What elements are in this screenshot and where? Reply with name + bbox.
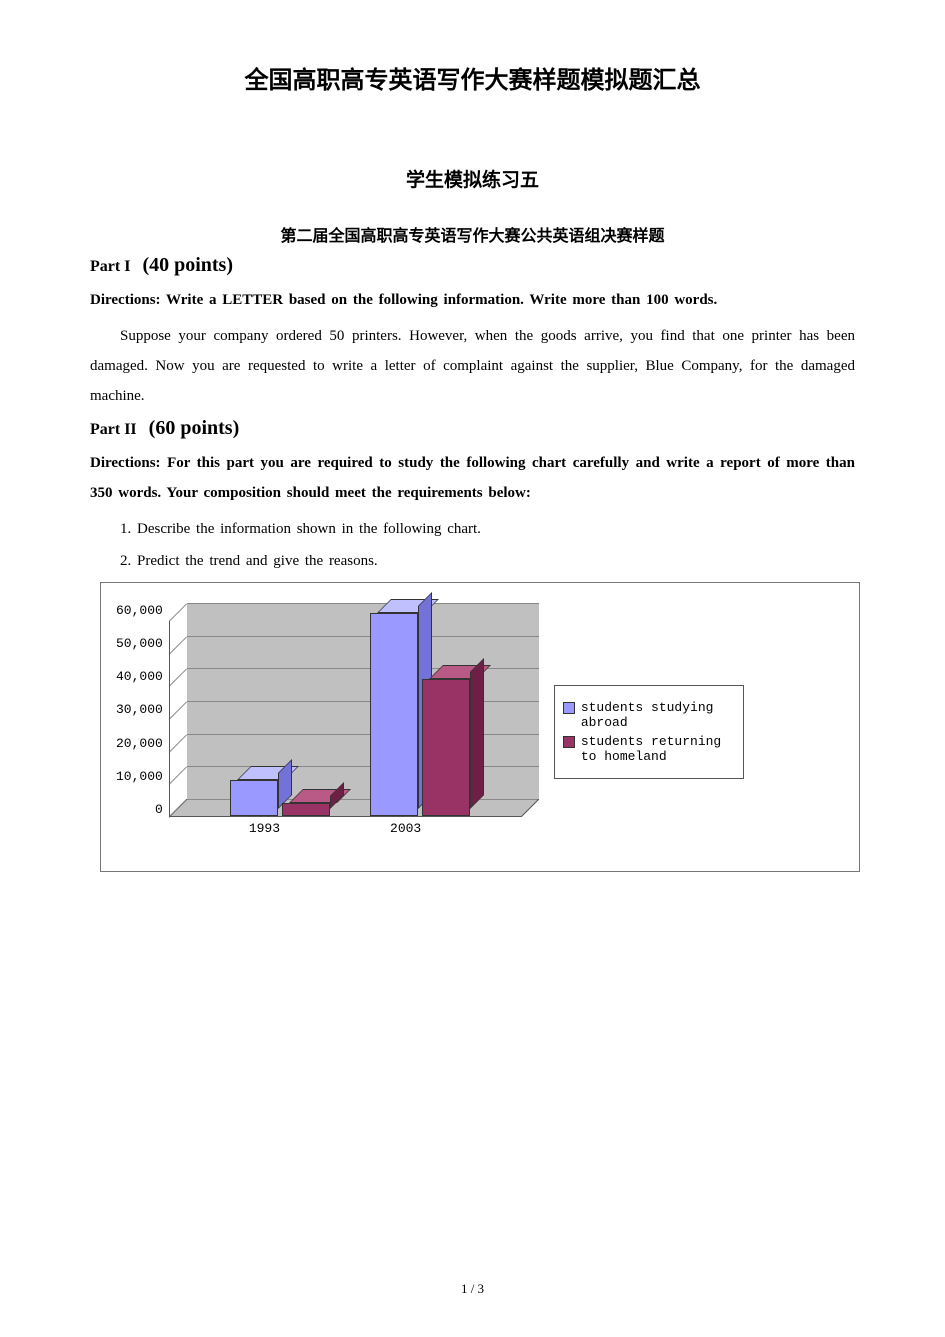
xtick-label: 2003 bbox=[390, 821, 421, 836]
part1-body: Suppose your company ordered 50 printers… bbox=[90, 321, 855, 411]
chart-plot-area: 60,000 50,000 40,000 30,000 20,000 10,00… bbox=[116, 603, 539, 861]
bar bbox=[282, 789, 344, 816]
part2-points: (60 points) bbox=[149, 417, 240, 439]
legend-swatch bbox=[563, 702, 575, 714]
third-title: 第二届全国高职高专英语写作大赛公共英语组决赛样题 bbox=[90, 222, 855, 246]
main-title: 全国高职高专英语写作大赛样题模拟题汇总 bbox=[90, 60, 855, 95]
ytick-label: 50,000 bbox=[116, 636, 163, 651]
part1-label: Part I bbox=[90, 258, 130, 275]
ytick-label: 20,000 bbox=[116, 736, 163, 751]
legend-label: students returning to homeland bbox=[581, 734, 735, 764]
page-number: 1 / 3 bbox=[0, 1281, 945, 1297]
ytick-label: 40,000 bbox=[116, 669, 163, 684]
part1-points: (40 points) bbox=[142, 254, 233, 276]
part2-header: Part II (60 points) bbox=[90, 417, 855, 440]
part2-directions: Directions: For this part you are requir… bbox=[90, 448, 855, 508]
legend: students studying abroad students return… bbox=[554, 685, 744, 779]
part2-item1: 1. Describe the information shown in the… bbox=[90, 514, 855, 544]
part2-item2: 2. Predict the trend and give the reason… bbox=[90, 546, 855, 576]
plot-front bbox=[169, 621, 521, 817]
y-axis: 60,000 50,000 40,000 30,000 20,000 10,00… bbox=[116, 603, 169, 817]
xtick-label: 1993 bbox=[249, 821, 280, 836]
legend-swatch bbox=[563, 736, 575, 748]
x-axis: 1993 2003 bbox=[169, 817, 539, 836]
chart-container: 60,000 50,000 40,000 30,000 20,000 10,00… bbox=[100, 582, 860, 872]
part2-label: Part II bbox=[90, 421, 137, 438]
part1-header: Part I (40 points) bbox=[90, 254, 855, 277]
plot-box bbox=[169, 603, 539, 817]
ytick-label: 0 bbox=[155, 802, 163, 817]
part1-directions: Directions: Write a LETTER based on the … bbox=[90, 285, 855, 315]
bar bbox=[422, 665, 484, 816]
sub-title: 学生模拟练习五 bbox=[90, 165, 855, 192]
ytick-label: 60,000 bbox=[116, 603, 163, 618]
legend-item: students returning to homeland bbox=[563, 734, 735, 764]
legend-item: students studying abroad bbox=[563, 700, 735, 730]
legend-label: students studying abroad bbox=[581, 700, 735, 730]
ytick-label: 10,000 bbox=[116, 769, 163, 784]
ytick-label: 30,000 bbox=[116, 702, 163, 717]
